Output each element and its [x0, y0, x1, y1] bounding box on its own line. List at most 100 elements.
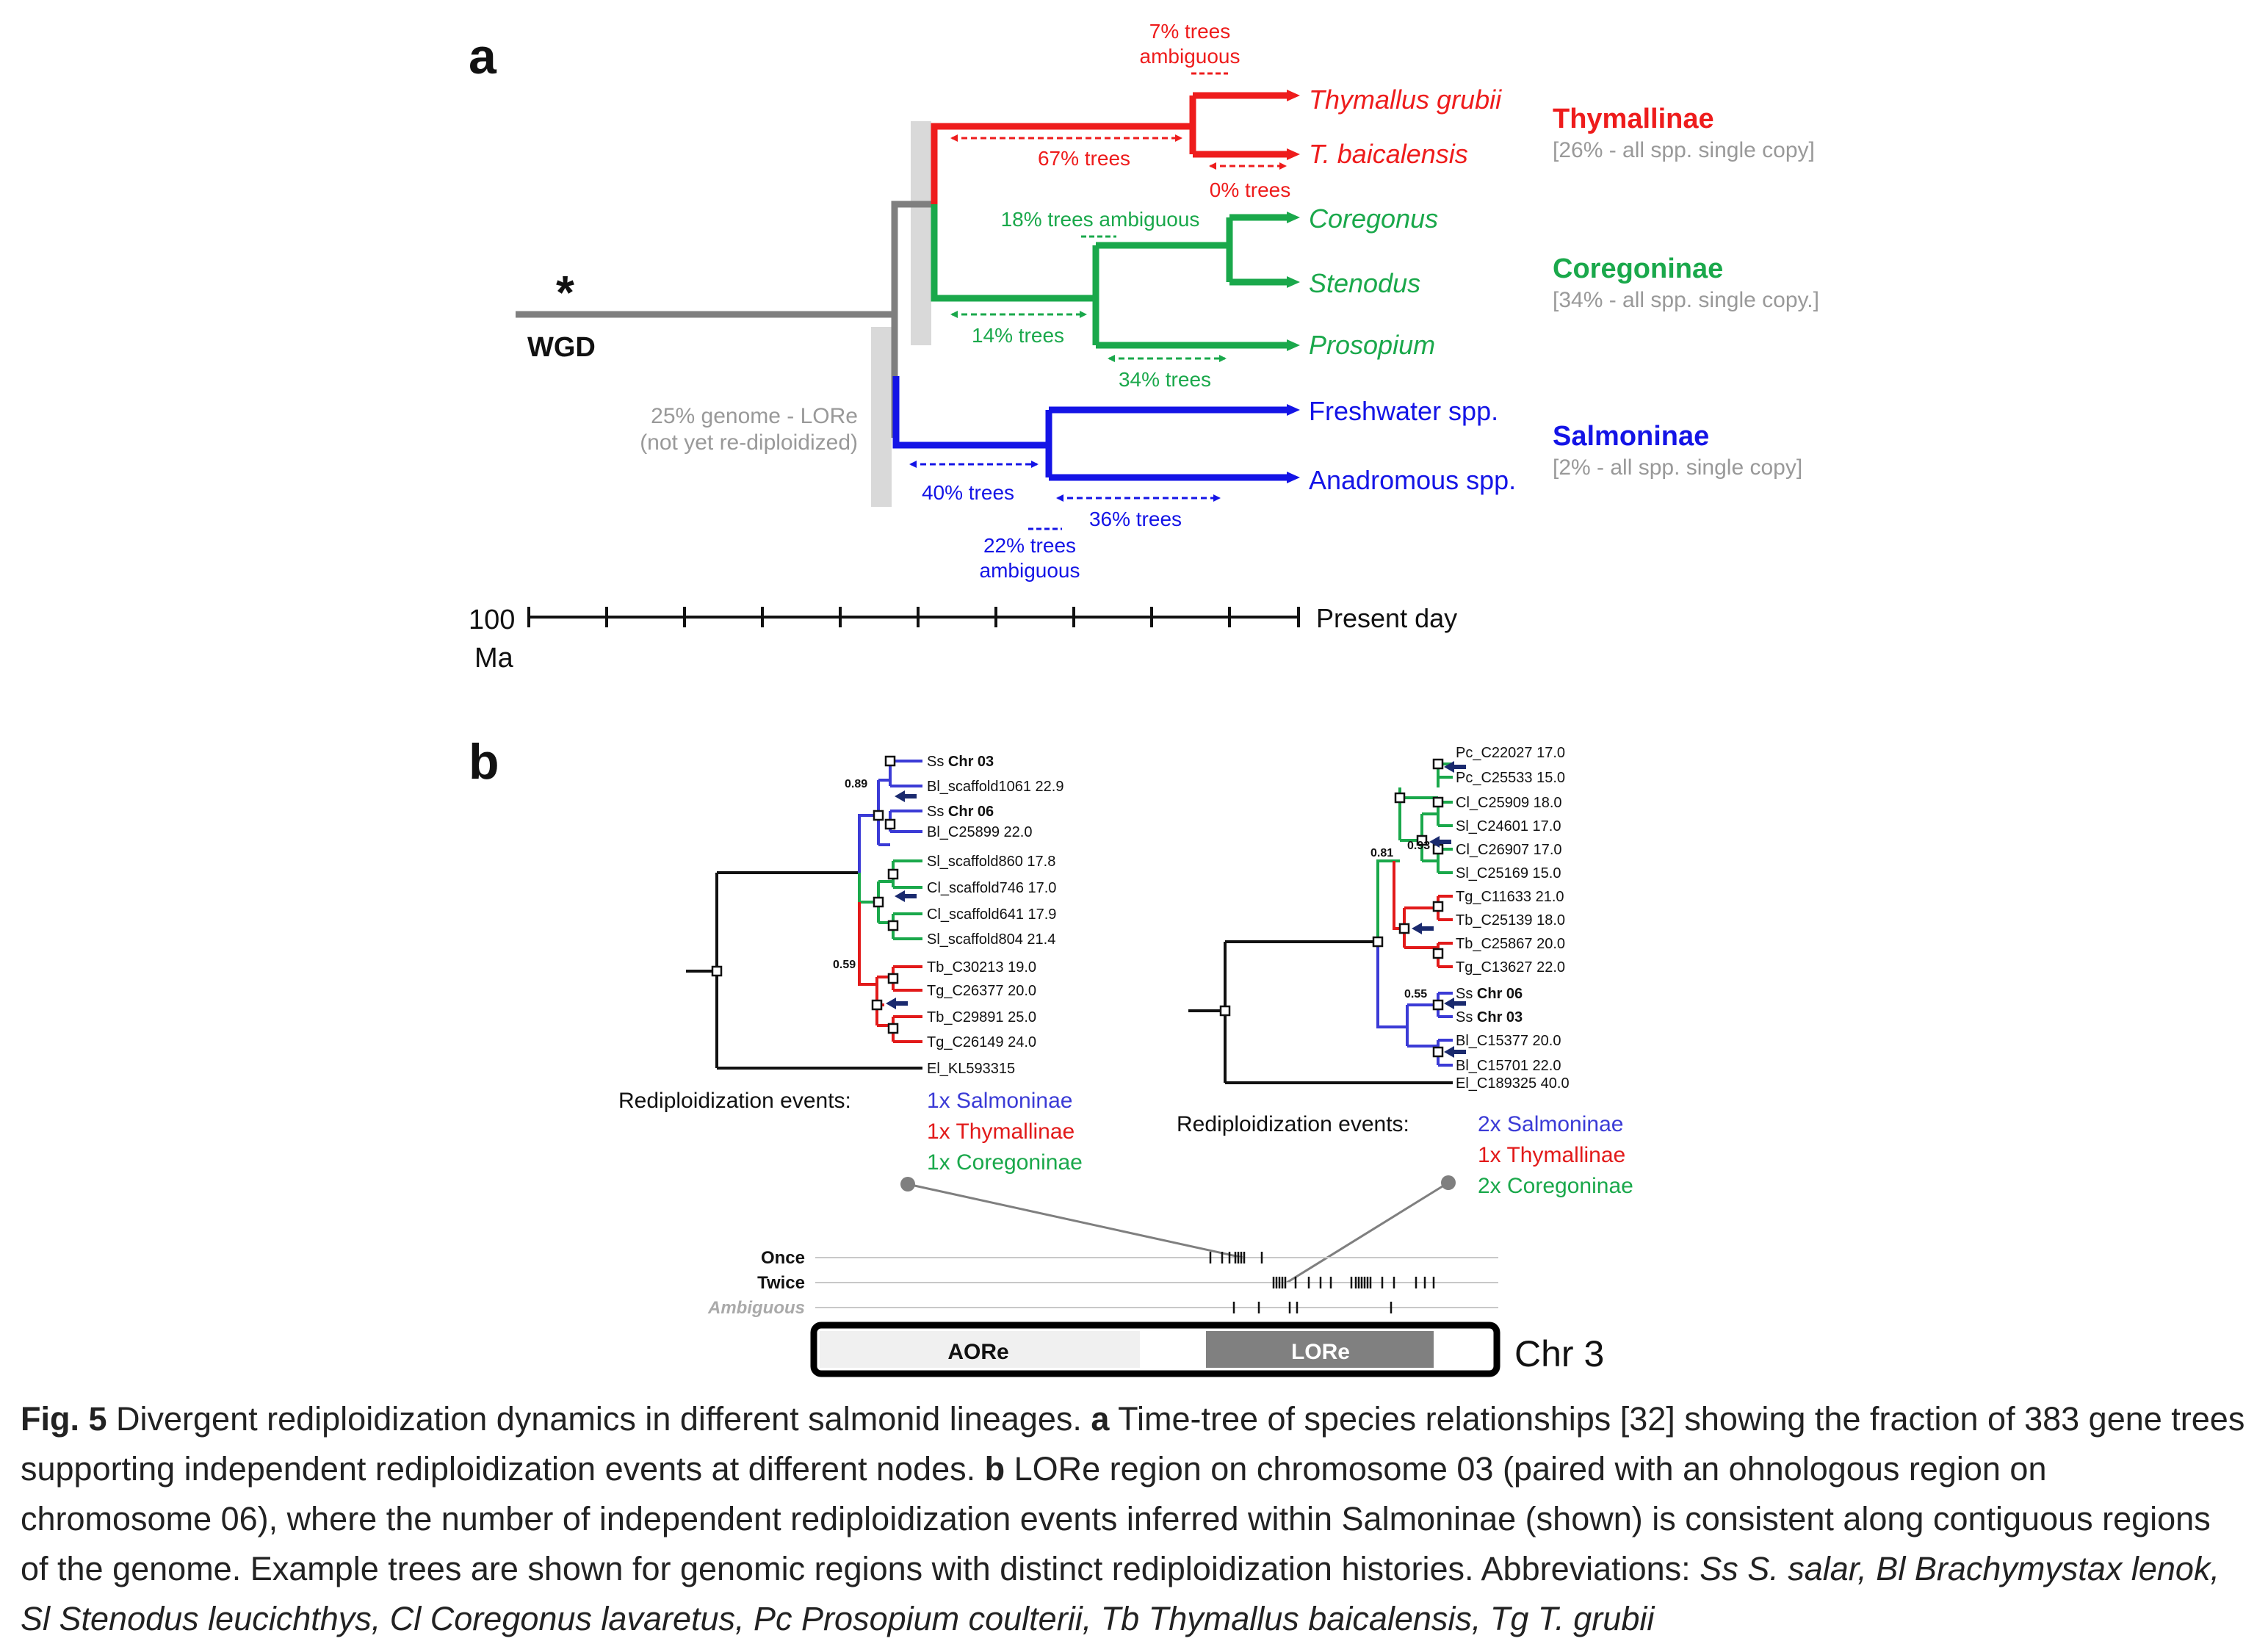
lore-label: LORe: [1291, 1340, 1350, 1364]
right-tree-tip-label: Ss Chr 03: [1456, 1009, 1523, 1025]
panel-a: a * WGD 25% genome - LORe (not yet re-di…: [469, 20, 1819, 674]
wgd-label: WGD: [527, 332, 596, 363]
coreg-34-label: 34% trees: [1119, 368, 1211, 391]
left-connector-line: [907, 1183, 1243, 1259]
group-salmoninae-note: [2% - all spp. single copy]: [1553, 455, 1802, 480]
caption-a-label: a: [1091, 1400, 1110, 1438]
top-ambiguous-line1: 7% trees: [1149, 20, 1231, 43]
track-twice-ticks: [1272, 1277, 1435, 1288]
left-tree-tip-label: Tb_C30213 19.0: [927, 959, 1036, 976]
aore-label: AORe: [947, 1340, 1008, 1364]
left-tree-tip-label: Bl_scaffold1061 22.9: [927, 779, 1063, 795]
right-tree-tip-label: Bl_C15701 22.0: [1456, 1058, 1561, 1074]
coreg-tip-arrow-3: [1287, 339, 1300, 351]
left-tree-tip-label: Tg_C26377 20.0: [927, 983, 1036, 999]
left-event-coregoninae: 1x Coregoninae: [927, 1150, 1083, 1175]
tip-prosopium: Prosopium: [1309, 330, 1435, 360]
lore-region: [1206, 1331, 1434, 1368]
lore-bar-lower: [871, 327, 892, 507]
track-ambiguous-ticks: [1232, 1302, 1393, 1313]
coreg-tip-arrow-2: [1287, 276, 1300, 288]
right-connector-line: [1286, 1181, 1449, 1284]
left-tree-tip-label: Sl_scaffold804 21.4: [927, 931, 1055, 948]
track-once-label: Once: [761, 1248, 805, 1268]
caption-fig-number: Fig. 5: [21, 1400, 107, 1438]
lore-note-line1: 25% genome - LORe: [651, 404, 858, 428]
right-tree-tip-label: Cl_C25909 18.0: [1456, 795, 1562, 811]
left-tree-tip-label: Tg_C26149 24.0: [927, 1034, 1036, 1050]
left-tree-tip-label: Ss Chr 06: [927, 804, 994, 820]
time-axis-end: Present day: [1316, 603, 1457, 633]
salm-ambiguous-line2: ambiguous: [980, 559, 1080, 582]
right-tree-tip-label: Ss Chr 06: [1456, 986, 1523, 1002]
chr-label: Chr 3: [1514, 1333, 1604, 1374]
right-tree-tip-label: Tg_C11633 21.0: [1456, 889, 1564, 905]
lore-bar-upper: [911, 121, 931, 345]
thymallinae-tip-arrow-2: [1287, 148, 1300, 160]
caption-b-label: b: [984, 1450, 1005, 1488]
time-axis-ticks: [527, 607, 1300, 627]
track-ambiguous-label: Ambiguous: [707, 1298, 805, 1318]
left-tree-tip-label: Tb_C29891 25.0: [927, 1009, 1036, 1025]
right-events-label: Rediploidization events:: [1177, 1112, 1409, 1136]
wgd-asterisk: *: [556, 266, 574, 319]
group-thymallinae: Thymallinae: [1553, 104, 1714, 134]
thym-67-label: 67% trees: [1038, 147, 1130, 170]
time-axis-start: 100: [469, 605, 515, 635]
left-tree-tip-label: El_KL593315: [927, 1061, 1015, 1077]
right-tree-tip-label: Bl_C15377 20.0: [1456, 1033, 1561, 1049]
aore-region: [820, 1331, 1140, 1368]
tip-coregonus: Coregonus: [1309, 203, 1438, 234]
left-gene-tree: [686, 760, 922, 1070]
left-event-salmoninae: 1x Salmoninae: [927, 1089, 1072, 1113]
left-tree-tip-label: Ss Chr 03: [927, 754, 994, 770]
group-coregoninae: Coregoninae: [1553, 253, 1723, 284]
right-tree-tip-label: Tg_C13627 22.0: [1456, 959, 1565, 976]
caption-b-text: LORe region on chromosome 03 (paired wit…: [21, 1450, 2211, 1587]
right-tree-nodes: [1219, 758, 1444, 1058]
coreg-ambiguous-label: 18% trees ambiguous: [1001, 208, 1200, 231]
panel-b-label: b: [469, 734, 499, 790]
left-events-label: Rediploidization events:: [618, 1089, 851, 1113]
right-event-thymallinae: 1x Thymallinae: [1478, 1143, 1625, 1167]
left-support-2: 0.59: [833, 959, 856, 971]
left-tree-tip-label: Cl_scaffold746 17.0: [927, 880, 1056, 896]
time-axis-unit: Ma: [474, 643, 514, 674]
salm-36-label: 36% trees: [1089, 508, 1182, 530]
right-tree-event-arrows: [1412, 761, 1466, 1058]
caption-abbreviations: Ss S. salar, Bl Brachymystax lenok, Sl S…: [21, 1550, 2220, 1637]
left-tree-tip-label: Cl_scaffold641 17.9: [927, 906, 1056, 923]
right-tree-tip-label: Cl_C26907 17.0: [1456, 842, 1562, 858]
tip-stenodus: Stenodus: [1309, 268, 1420, 298]
tip-freshwater: Freshwater spp.: [1309, 396, 1498, 426]
right-tree-tip-label: Tb_C25867 20.0: [1456, 936, 1565, 952]
right-tree-tip-label: El_C189325 40.0: [1456, 1075, 1570, 1092]
right-tree-labels: Pc_C22027 17.0 Pc_C25533 15.0 Cl_C25909 18…: [1456, 745, 1570, 1092]
left-tree-tip-label: Sl_scaffold860 17.8: [927, 854, 1055, 870]
left-tree-event-arrows: [886, 790, 917, 1009]
right-tree-tip-label: Sl_C24601 17.0: [1456, 818, 1561, 834]
salm-ambiguous-line1: 22% trees: [983, 534, 1076, 557]
left-support-1: 0.89: [845, 778, 867, 790]
right-tree-tip-label: Tb_C25139 18.0: [1456, 912, 1565, 929]
coreg-14-label: 14% trees: [972, 324, 1064, 347]
left-event-thymallinae: 1x Thymallinae: [927, 1120, 1075, 1144]
tip-anadromous: Anadromous spp.: [1309, 465, 1516, 495]
coreg-tip-arrow-1: [1287, 212, 1300, 223]
salm-tip-arrow-2: [1287, 472, 1300, 483]
left-tree-nodes: [711, 755, 899, 1034]
thymallinae-branches: [931, 92, 1293, 204]
panel-b: b 0.89 0.59 Ss Chr: [469, 734, 1633, 1377]
tip-t-baicalensis: T. baicalensis: [1309, 139, 1468, 169]
right-support-1: 0.81: [1370, 847, 1393, 859]
top-ambiguous-line2: ambiguous: [1140, 45, 1240, 68]
group-coregoninae-note: [34% - all spp. single copy.]: [1553, 288, 1819, 312]
right-event-coregoninae: 2x Coregoninae: [1478, 1174, 1633, 1198]
lore-note-line2: (not yet re-diploidized): [640, 430, 858, 455]
salm-40-label: 40% trees: [922, 481, 1014, 504]
caption-title: Divergent rediploidization dynamics in d…: [106, 1400, 1091, 1438]
track-twice-label: Twice: [757, 1273, 805, 1293]
figure-caption: Fig. 5 Divergent rediploidization dynami…: [21, 1394, 2246, 1644]
right-support-3: 0.55: [1404, 988, 1427, 1001]
